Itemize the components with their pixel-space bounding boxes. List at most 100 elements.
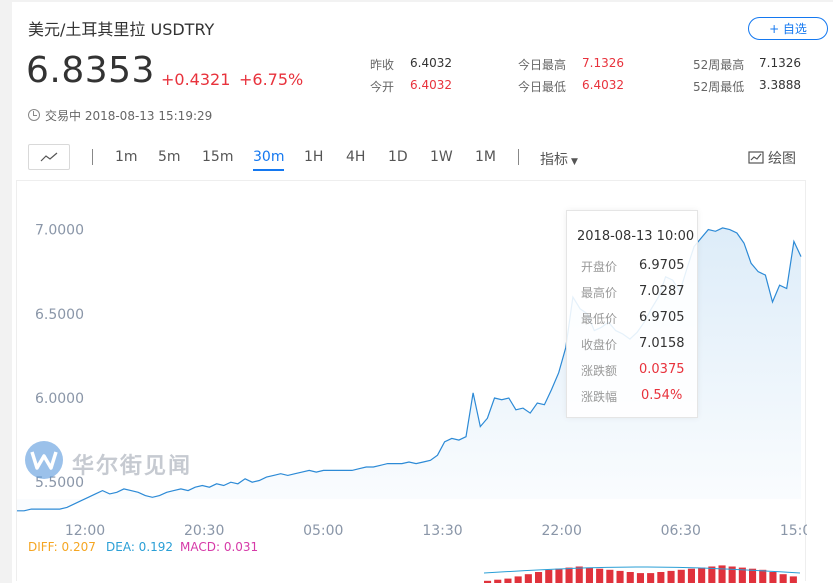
stat-label-day-high: 今日最高: [518, 58, 567, 72]
macd-bar: [749, 568, 757, 583]
tab-1h[interactable]: 1H: [304, 149, 324, 165]
draw-icon: [748, 151, 764, 164]
trading-status: 交易中 2018-08-13 15:19:29: [28, 107, 212, 124]
macd-diff-label: DIFF: 0.207: [28, 540, 96, 554]
macd-bar: [555, 568, 563, 583]
x-tick-label: 06:30: [661, 523, 701, 539]
stat-value-52w-high: 7.1326: [759, 56, 801, 70]
macd-bar: [718, 565, 726, 583]
tooltip-value-change-pct: 0.54%: [641, 388, 683, 403]
macd-bar: [667, 570, 675, 583]
stat-value-prev-close: 6.4032: [410, 56, 452, 70]
y-tick-label: 7.0000: [35, 223, 84, 239]
macd-bar: [708, 566, 716, 583]
y-tick-label: 6.5000: [35, 307, 84, 323]
y-tick-label: 6.0000: [35, 391, 84, 407]
tab-1m[interactable]: 1m: [115, 149, 138, 165]
tab-15m[interactable]: 15m: [202, 149, 234, 165]
indicator-dropdown[interactable]: 指标 ▼: [540, 149, 578, 169]
stat-label-open: 今开: [370, 80, 395, 94]
stat-value-day-low: 6.4032: [582, 78, 624, 92]
tooltip-label-open: 开盘价: [581, 260, 618, 274]
tab-30m[interactable]: 30m: [253, 149, 285, 171]
tooltip-date: 2018-08-13 10:00: [577, 229, 695, 244]
ohlc-tooltip: 2018-08-13 10:00 开盘价 6.9705 最高价 7.0287 最…: [566, 210, 698, 418]
tooltip-value-low: 6.9705: [639, 310, 685, 325]
tooltip-label-high: 最高价: [581, 286, 618, 300]
macd-value-label: MACD: 0.031: [180, 540, 259, 554]
macd-bar: [738, 567, 746, 583]
chart-type-button[interactable]: [28, 144, 70, 170]
status-text: 交易中 2018-08-13 15:19:29: [45, 109, 213, 123]
tooltip-value-change: 0.0375: [639, 362, 685, 377]
y-tick-label: 5.5000: [35, 475, 84, 491]
clock-icon: [28, 109, 40, 121]
macd-bar: [769, 572, 777, 583]
macd-bar: [698, 567, 706, 583]
price-area-fill: [17, 227, 801, 511]
toolbar-divider: [518, 149, 519, 165]
tooltip-label-low: 最低价: [581, 312, 618, 326]
macd-bar: [575, 566, 583, 583]
tab-1m-month[interactable]: 1M: [475, 149, 496, 165]
macd-bar: [524, 574, 532, 583]
macd-chart: [483, 565, 801, 583]
tooltip-label-change-pct: 涨跌幅: [581, 390, 618, 404]
x-tick-label: 22:00: [542, 523, 582, 539]
x-tick-label: 13:30: [422, 523, 462, 539]
macd-bar: [565, 567, 573, 583]
macd-bar: [585, 567, 593, 583]
tab-1w[interactable]: 1W: [430, 149, 453, 165]
stat-value-day-high: 7.1326: [582, 56, 624, 70]
macd-bar: [626, 572, 634, 583]
macd-bar: [789, 576, 797, 583]
indicator-label: 指标: [540, 152, 568, 168]
macd-bar: [657, 572, 665, 583]
macd-dea-label: DEA: 0.192: [106, 540, 174, 554]
macd-bar: [636, 573, 644, 583]
draw-label: 绘图: [768, 151, 796, 167]
last-price: 6.8353: [26, 50, 155, 91]
tooltip-value-open: 6.9705: [639, 258, 685, 273]
x-tick-label: 12:00: [65, 523, 105, 539]
price-change: +0.4321: [161, 70, 231, 89]
macd-bar: [596, 568, 604, 583]
stat-label-52w-high: 52周最高: [693, 58, 745, 72]
tab-4h[interactable]: 4H: [346, 149, 366, 165]
x-tick-label: 20:30: [184, 523, 224, 539]
macd-bar: [494, 579, 502, 583]
macd-bar: [779, 574, 787, 583]
macd-bar: [616, 570, 624, 583]
toolbar-divider: [92, 149, 93, 165]
page-title: 美元/土耳其里拉 USDTRY: [28, 20, 215, 39]
macd-bar: [647, 573, 655, 583]
macd-bar: [728, 566, 736, 583]
macd-bar: [677, 569, 685, 583]
add-watchlist-button[interactable]: + 自选: [748, 17, 828, 40]
macd-bar: [606, 569, 614, 583]
watermark-text: 华尔街见闻: [72, 454, 193, 479]
x-tick-label: 05:00: [303, 523, 343, 539]
tooltip-label-close: 收盘价: [581, 338, 618, 352]
macd-bar: [484, 580, 492, 583]
macd-bar: [759, 569, 767, 583]
price-change-pct: +6.75%: [239, 70, 304, 89]
stat-value-open: 6.4032: [410, 78, 452, 92]
tab-5m[interactable]: 5m: [158, 149, 181, 165]
macd-bar: [687, 568, 695, 583]
macd-bar: [514, 576, 522, 583]
stat-label-day-low: 今日最低: [518, 80, 567, 94]
macd-bar: [545, 569, 553, 583]
tooltip-label-change: 涨跌额: [581, 364, 618, 378]
line-chart-icon: [40, 152, 58, 162]
wallstreetcn-logo: [25, 441, 63, 479]
macd-bar: [504, 578, 512, 583]
tab-1d[interactable]: 1D: [388, 149, 408, 165]
macd-dea-line: [483, 566, 801, 574]
stat-label-prev-close: 昨收: [370, 58, 395, 72]
tooltip-value-high: 7.0287: [639, 284, 685, 299]
draw-button[interactable]: 绘图: [748, 148, 796, 168]
stat-label-52w-low: 52周最低: [693, 80, 745, 94]
macd-bar: [535, 572, 543, 583]
tooltip-value-close: 7.0158: [639, 336, 685, 351]
